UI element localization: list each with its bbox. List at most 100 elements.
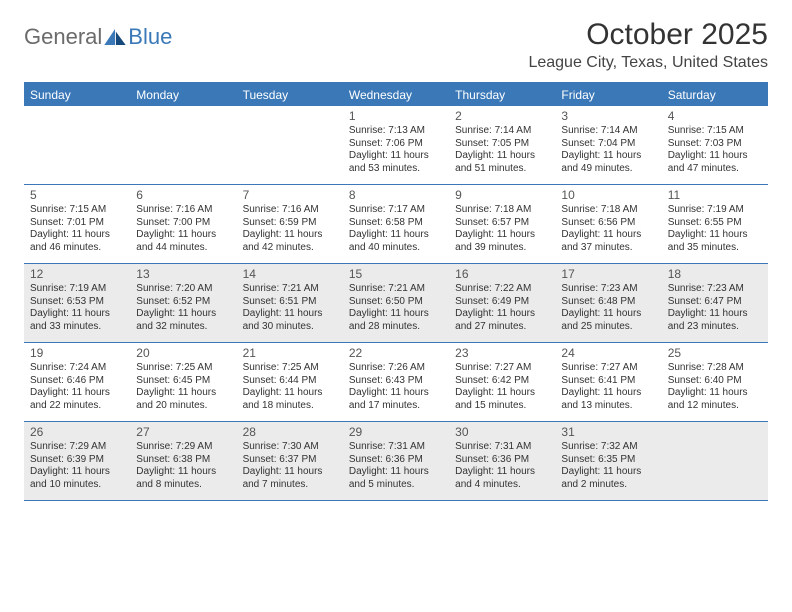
day-number: 12 (30, 267, 124, 281)
daylight-line: Daylight: 11 hours and 37 minutes. (561, 229, 655, 254)
day-cell: 29Sunrise: 7:31 AMSunset: 6:36 PMDayligh… (343, 422, 449, 500)
sunrise-line: Sunrise: 7:17 AM (349, 204, 443, 217)
day-cell: 13Sunrise: 7:20 AMSunset: 6:52 PMDayligh… (130, 264, 236, 342)
sunrise-line: Sunrise: 7:25 AM (136, 362, 230, 375)
sunset-line: Sunset: 7:00 PM (136, 217, 230, 230)
day-number: 23 (455, 346, 549, 360)
day-cell: 16Sunrise: 7:22 AMSunset: 6:49 PMDayligh… (449, 264, 555, 342)
sunset-line: Sunset: 6:45 PM (136, 375, 230, 388)
day-cell: 26Sunrise: 7:29 AMSunset: 6:39 PMDayligh… (24, 422, 130, 500)
sunrise-line: Sunrise: 7:25 AM (243, 362, 337, 375)
sunset-line: Sunset: 6:56 PM (561, 217, 655, 230)
day-number: 20 (136, 346, 230, 360)
sunrise-line: Sunrise: 7:15 AM (668, 125, 762, 138)
daylight-line: Daylight: 11 hours and 40 minutes. (349, 229, 443, 254)
day-number: 4 (668, 109, 762, 123)
sunrise-line: Sunrise: 7:26 AM (349, 362, 443, 375)
day-cell: 30Sunrise: 7:31 AMSunset: 6:36 PMDayligh… (449, 422, 555, 500)
day-number: 16 (455, 267, 549, 281)
day-cell: 25Sunrise: 7:28 AMSunset: 6:40 PMDayligh… (662, 343, 768, 421)
day-cell (237, 106, 343, 184)
day-cell: 6Sunrise: 7:16 AMSunset: 7:00 PMDaylight… (130, 185, 236, 263)
sunrise-line: Sunrise: 7:24 AM (30, 362, 124, 375)
day-number: 15 (349, 267, 443, 281)
day-number: 13 (136, 267, 230, 281)
daylight-line: Daylight: 11 hours and 30 minutes. (243, 308, 337, 333)
daylight-line: Daylight: 11 hours and 15 minutes. (455, 387, 549, 412)
day-number: 3 (561, 109, 655, 123)
dow-cell: Monday (130, 84, 236, 106)
day-cell: 11Sunrise: 7:19 AMSunset: 6:55 PMDayligh… (662, 185, 768, 263)
week-row: 19Sunrise: 7:24 AMSunset: 6:46 PMDayligh… (24, 343, 768, 422)
sunrise-line: Sunrise: 7:27 AM (455, 362, 549, 375)
sunrise-line: Sunrise: 7:29 AM (136, 441, 230, 454)
sunset-line: Sunset: 6:53 PM (30, 296, 124, 309)
daylight-line: Daylight: 11 hours and 28 minutes. (349, 308, 443, 333)
sunset-line: Sunset: 6:44 PM (243, 375, 337, 388)
day-cell: 1Sunrise: 7:13 AMSunset: 7:06 PMDaylight… (343, 106, 449, 184)
day-cell: 7Sunrise: 7:16 AMSunset: 6:59 PMDaylight… (237, 185, 343, 263)
day-of-week-header: SundayMondayTuesdayWednesdayThursdayFrid… (24, 84, 768, 106)
sunset-line: Sunset: 6:35 PM (561, 454, 655, 467)
sunrise-line: Sunrise: 7:29 AM (30, 441, 124, 454)
daylight-line: Daylight: 11 hours and 20 minutes. (136, 387, 230, 412)
sunset-line: Sunset: 6:47 PM (668, 296, 762, 309)
sunrise-line: Sunrise: 7:19 AM (668, 204, 762, 217)
daylight-line: Daylight: 11 hours and 10 minutes. (30, 466, 124, 491)
day-number: 10 (561, 188, 655, 202)
day-cell: 23 Sunrise: 7:27 AMSunset: 6:42 PMDayligh… (449, 343, 555, 421)
dow-cell: Friday (555, 84, 661, 106)
sunset-line: Sunset: 6:55 PM (668, 217, 762, 230)
day-number: 14 (243, 267, 337, 281)
dow-cell: Thursday (449, 84, 555, 106)
daylight-line: Daylight: 11 hours and 4 minutes. (455, 466, 549, 491)
day-number: 11 (668, 188, 762, 202)
daylight-line: Daylight: 11 hours and 46 minutes. (30, 229, 124, 254)
sunrise-line: Sunrise: 7:21 AM (349, 283, 443, 296)
logo-sail-icon (104, 29, 126, 45)
sunrise-line: Sunrise: 7:23 AM (561, 283, 655, 296)
day-cell: 9Sunrise: 7:18 AMSunset: 6:57 PMDaylight… (449, 185, 555, 263)
day-cell: 3Sunrise: 7:14 AMSunset: 7:04 PMDaylight… (555, 106, 661, 184)
day-number: 21 (243, 346, 337, 360)
day-number: 1 (349, 109, 443, 123)
sunrise-line: Sunrise: 7:18 AM (561, 204, 655, 217)
daylight-line: Daylight: 11 hours and 17 minutes. (349, 387, 443, 412)
day-number: 31 (561, 425, 655, 439)
day-cell: 8Sunrise: 7:17 AMSunset: 6:58 PMDaylight… (343, 185, 449, 263)
sunset-line: Sunset: 6:50 PM (349, 296, 443, 309)
sunrise-line: Sunrise: 7:32 AM (561, 441, 655, 454)
daylight-line: Daylight: 11 hours and 27 minutes. (455, 308, 549, 333)
sunset-line: Sunset: 7:01 PM (30, 217, 124, 230)
sunrise-line: Sunrise: 7:20 AM (136, 283, 230, 296)
daylight-line: Daylight: 11 hours and 53 minutes. (349, 150, 443, 175)
calendar: SundayMondayTuesdayWednesdayThursdayFrid… (24, 82, 768, 501)
sunset-line: Sunset: 6:52 PM (136, 296, 230, 309)
day-number: 17 (561, 267, 655, 281)
sunset-line: Sunset: 6:36 PM (349, 454, 443, 467)
daylight-line: Daylight: 11 hours and 8 minutes. (136, 466, 230, 491)
sunset-line: Sunset: 6:41 PM (561, 375, 655, 388)
daylight-line: Daylight: 11 hours and 51 minutes. (455, 150, 549, 175)
dow-cell: Tuesday (237, 84, 343, 106)
day-number: 28 (243, 425, 337, 439)
day-number: 25 (668, 346, 762, 360)
day-number: 9 (455, 188, 549, 202)
week-row: 5Sunrise: 7:15 AMSunset: 7:01 PMDaylight… (24, 185, 768, 264)
sunset-line: Sunset: 6:46 PM (30, 375, 124, 388)
week-row: 1Sunrise: 7:13 AMSunset: 7:06 PMDaylight… (24, 106, 768, 185)
sunset-line: Sunset: 6:39 PM (30, 454, 124, 467)
daylight-line: Daylight: 11 hours and 47 minutes. (668, 150, 762, 175)
week-row: 26Sunrise: 7:29 AMSunset: 6:39 PMDayligh… (24, 422, 768, 501)
sunrise-line: Sunrise: 7:23 AM (668, 283, 762, 296)
sunset-line: Sunset: 6:57 PM (455, 217, 549, 230)
sunrise-line: Sunrise: 7:18 AM (455, 204, 549, 217)
day-cell: 28Sunrise: 7:30 AMSunset: 6:37 PMDayligh… (237, 422, 343, 500)
sunset-line: Sunset: 7:05 PM (455, 138, 549, 151)
daylight-line: Daylight: 11 hours and 12 minutes. (668, 387, 762, 412)
sunrise-line: Sunrise: 7:30 AM (243, 441, 337, 454)
sunset-line: Sunset: 6:42 PM (455, 375, 549, 388)
day-cell (662, 422, 768, 500)
day-number: 22 (349, 346, 443, 360)
sunrise-line: Sunrise: 7:15 AM (30, 204, 124, 217)
